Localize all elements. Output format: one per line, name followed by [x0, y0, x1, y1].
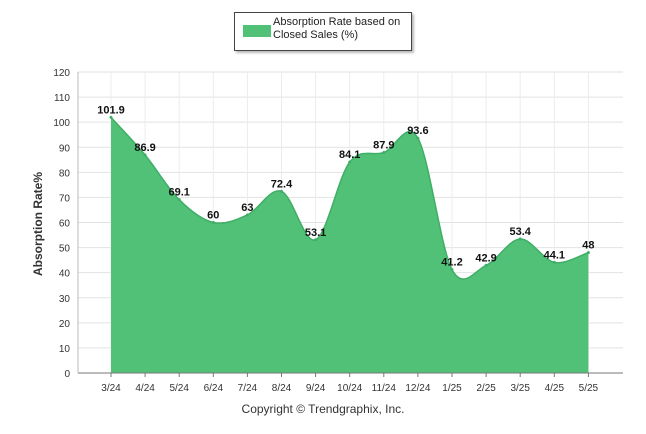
x-tick-label: 4/25 [545, 383, 565, 394]
data-label: 87.9 [373, 140, 394, 152]
data-label: 72.4 [271, 178, 293, 190]
axes [77, 72, 623, 377]
x-tick-label: 10/24 [337, 383, 362, 394]
data-label: 53.4 [509, 226, 531, 238]
y-tick-labels: 0 10 20 30 40 50 60 70 80 90 100 110 120 [53, 68, 70, 380]
y-tick-label: 80 [59, 168, 71, 179]
data-point [484, 263, 488, 267]
x-tick-label: 2/25 [476, 383, 496, 394]
data-point [245, 213, 249, 217]
data-label: 42.9 [475, 252, 496, 264]
x-tick-label: 3/24 [101, 383, 121, 394]
y-tick-label: 70 [59, 193, 71, 204]
x-tick-label: 3/25 [510, 383, 530, 394]
y-tick-label: 110 [54, 93, 70, 104]
data-label: 60 [207, 210, 219, 222]
y-tick-label: 30 [59, 294, 71, 305]
legend-label: Absorption Rate based on Closed Sales (%… [273, 16, 401, 41]
y-tick-label: 60 [59, 219, 71, 230]
area-fill [111, 117, 589, 373]
data-label: 84.1 [339, 149, 360, 161]
data-point [143, 153, 147, 157]
data-label: 63 [241, 202, 253, 214]
x-tick-label: 8/24 [272, 383, 292, 394]
data-label: 93.6 [407, 125, 428, 137]
data-point [416, 136, 420, 140]
x-tick-label: 11/24 [372, 383, 397, 394]
data-point [450, 268, 454, 272]
x-tick-label: 6/24 [204, 383, 224, 394]
y-tick-label: 0 [64, 369, 70, 380]
copyright-footer: Copyright © Trendgraphix, Inc. [241, 402, 405, 416]
data-point [211, 221, 215, 224]
y-tick-label: 40 [59, 269, 71, 280]
area-series [109, 115, 590, 373]
x-tick-labels: 3/24 4/24 5/24 6/24 7/24 8/24 9/24 10/24 11/24 12… [101, 383, 598, 394]
data-labels: 101.9 86.9 69.1 60 63 72.4 53.1 84.1 87.9 93.6 41.… [97, 104, 594, 268]
data-point [314, 238, 318, 242]
y-tick-label: 10 [59, 344, 71, 355]
data-point [382, 151, 386, 155]
y-tick-label: 120 [53, 68, 70, 79]
data-point [552, 260, 556, 264]
x-tick-label: 12/24 [405, 383, 430, 394]
y-tick-label: 100 [53, 118, 70, 129]
data-label: 48 [582, 240, 594, 252]
x-tick-label: 9/24 [306, 383, 326, 394]
x-tick-label: 1/25 [442, 383, 462, 394]
data-label: 41.2 [441, 257, 462, 269]
data-point [518, 237, 522, 241]
legend-swatch [243, 25, 271, 37]
x-tick-label: 7/24 [238, 383, 258, 394]
legend: Absorption Rate based on Closed Sales (%… [234, 12, 412, 51]
x-tick-label: 4/24 [135, 383, 155, 394]
data-label: 101.9 [97, 104, 125, 116]
y-tick-label: 50 [59, 244, 71, 255]
y-axis-title: Absorption Rate% [31, 172, 45, 276]
y-tick-label: 90 [59, 143, 71, 154]
data-point [348, 160, 352, 164]
data-label: 69.1 [168, 187, 189, 199]
x-tick-label: 5/24 [169, 383, 189, 394]
data-label: 53.1 [305, 227, 326, 239]
x-tick-label: 5/25 [579, 383, 599, 394]
data-point [109, 115, 113, 119]
data-label: 86.9 [134, 142, 155, 154]
data-point [280, 189, 283, 193]
data-point [586, 251, 590, 255]
data-label: 44.1 [544, 249, 565, 261]
y-tick-label: 20 [59, 319, 71, 330]
data-point [177, 198, 181, 202]
